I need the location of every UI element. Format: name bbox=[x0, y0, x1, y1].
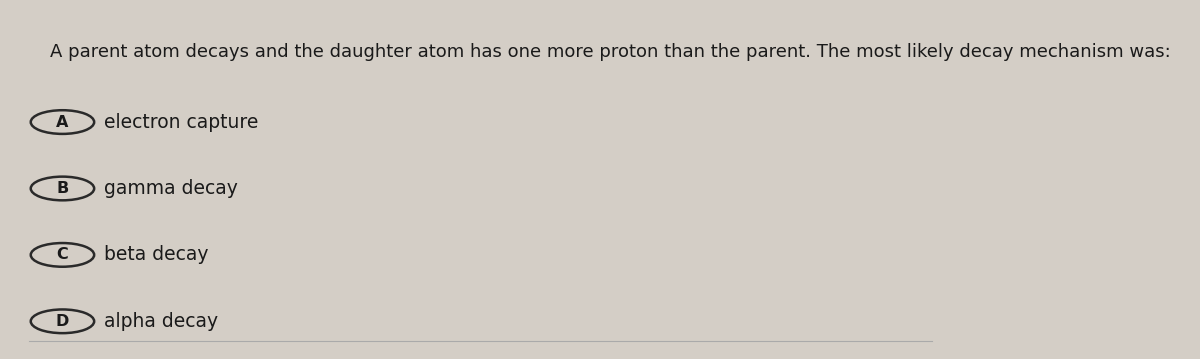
Text: A parent atom decays and the daughter atom has one more proton than the parent. : A parent atom decays and the daughter at… bbox=[50, 43, 1171, 61]
Text: B: B bbox=[56, 181, 68, 196]
Text: alpha decay: alpha decay bbox=[103, 312, 218, 331]
Text: electron capture: electron capture bbox=[103, 113, 258, 131]
Text: D: D bbox=[55, 314, 70, 329]
Text: gamma decay: gamma decay bbox=[103, 179, 238, 198]
Text: C: C bbox=[56, 247, 68, 262]
Text: A: A bbox=[56, 115, 68, 130]
Text: beta decay: beta decay bbox=[103, 246, 209, 264]
